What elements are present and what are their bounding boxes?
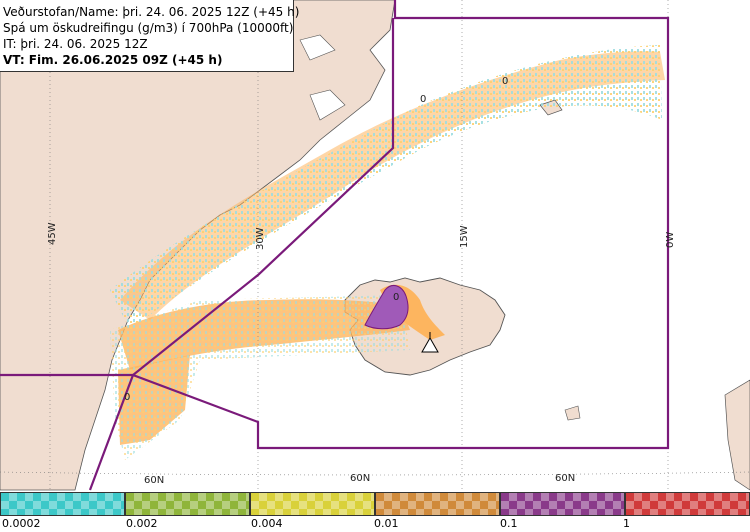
parallel-label: 60N	[350, 473, 370, 484]
parallel-label: 60N	[144, 475, 164, 486]
greenland-fjord	[309, 89, 346, 121]
parallel-label: 60N	[555, 473, 575, 484]
norway-coast	[724, 379, 750, 491]
ash-plume-high	[364, 284, 409, 330]
product-line: Spá um öskudreifingu (g/m3) í 700hPa (10…	[3, 21, 294, 35]
valid-time-line: VT: Fim. 26.06.2025 09Z (+45 h)	[3, 53, 223, 67]
legend-swatch	[375, 492, 500, 516]
legend-swatch	[0, 492, 125, 516]
concentration-legend: 0.0002 0.002 0.004 0.01 0.1 1	[0, 490, 750, 532]
issuer-line: Veðurstofan/Name: þri. 24. 06. 2025 12Z …	[3, 5, 300, 19]
fir-boundary	[0, 0, 670, 491]
legend-swatch	[125, 492, 250, 516]
legend-tick: 0.004	[251, 517, 283, 530]
greenland-fjord	[299, 34, 336, 61]
issue-time-line: IT: þri. 24. 06. 2025 12Z	[3, 37, 148, 51]
legend-tick: 0.002	[126, 517, 158, 530]
forecast-info-box: Veðurstofan/Name: þri. 24. 06. 2025 12Z …	[0, 0, 300, 72]
meridian-label: 15W	[459, 225, 470, 248]
contour-label: 0	[393, 292, 399, 303]
legend-swatch	[625, 492, 750, 516]
legend-tick: 0.01	[374, 517, 399, 530]
legend-tick: 0.1	[500, 517, 518, 530]
volcano-icon	[421, 332, 439, 353]
legend-swatch	[250, 492, 375, 516]
meridian-label: 0W	[665, 232, 676, 248]
contour-label: 0	[502, 76, 508, 87]
faroe-islands	[564, 405, 581, 421]
meridian-label: 45W	[47, 222, 58, 245]
contour-label: 0	[420, 94, 426, 105]
legend-tick: 0.0002	[2, 517, 41, 530]
legend-tick: 1	[623, 517, 630, 530]
contour-label: 0	[124, 392, 130, 403]
ash-plume-low	[110, 45, 665, 460]
meridian-label: 30W	[255, 227, 266, 250]
legend-swatch	[500, 492, 625, 516]
